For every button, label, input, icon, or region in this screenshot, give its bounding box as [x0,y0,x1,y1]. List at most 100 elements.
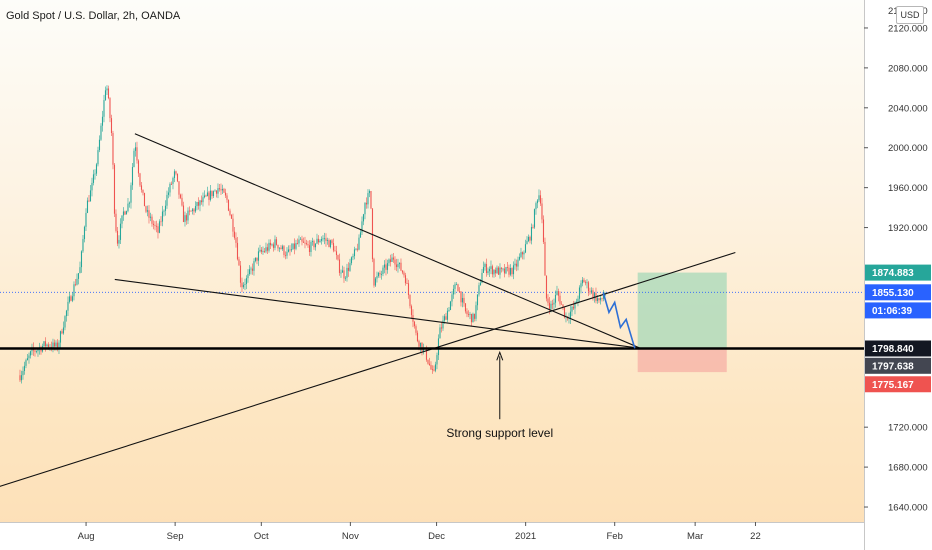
candle-body [578,287,581,299]
candle [101,110,104,132]
candle-body [409,294,411,307]
candle-body [521,252,524,255]
candle-body [238,259,240,266]
candle [82,234,84,253]
y-tick-label: 1640.000 [888,503,928,514]
candle-body [124,211,126,215]
candle-body [202,197,204,203]
candle-body [142,189,144,193]
price-tag[interactable] [865,284,931,301]
currency-badge[interactable]: USD [896,6,924,24]
candle [359,229,362,238]
price-tag[interactable] [865,264,931,281]
forecast-path[interactable] [602,292,636,349]
time-axis-panel[interactable] [0,522,864,550]
candle-body [349,263,351,271]
candle [137,159,140,177]
candle [334,245,336,252]
price-tag[interactable] [865,357,931,374]
candle-body [340,272,342,274]
wedge-lower-line[interactable] [114,278,641,349]
candle-body [80,251,83,268]
candle-body [446,310,449,320]
candle-body [101,116,104,126]
candle [197,197,200,210]
candle-body [505,267,507,274]
candle [214,189,216,192]
candle [436,352,438,370]
candle [203,190,206,199]
candle [118,235,120,249]
candle-body [256,257,258,261]
candle-body [35,351,38,353]
candle-body [185,215,188,221]
candle [475,301,477,322]
candle-body [515,263,518,267]
candle-body [194,206,197,212]
rising-trendline-line[interactable] [0,251,736,491]
candle [431,365,434,374]
candle-body [592,290,594,298]
candle-body [403,272,405,276]
price-tag[interactable] [865,340,931,357]
candle [143,192,146,207]
position-risk-zone[interactable] [637,348,727,373]
candle-body [569,311,572,319]
candle [260,247,263,255]
candle-body [526,241,528,245]
candle-body [205,195,207,197]
candle [391,253,393,263]
candle [145,205,147,214]
wedge-upper-line[interactable] [134,133,641,349]
candle [296,238,299,245]
candle [278,247,281,253]
candle-body [167,192,170,195]
candle [572,300,575,310]
candle [476,294,479,311]
candle [515,259,518,272]
candle [433,365,435,372]
candle-body [556,291,558,295]
candle-body [506,267,509,268]
candle [389,254,392,267]
candle-body [383,264,386,268]
candle-body [560,303,563,305]
candle-body [296,243,299,244]
candle-body [95,164,98,174]
candle [407,279,410,299]
candle [134,142,137,157]
candle-body [83,226,86,240]
candle [521,251,524,260]
candle-body [584,282,587,284]
candle-body [131,166,134,186]
candle [245,275,248,290]
annotation-arrow-head [496,350,504,361]
candle-body [500,267,503,269]
price-tag-label: 1797.638 [872,361,914,372]
candle-body [250,268,252,270]
candle-body [200,200,203,203]
position-reward-zone[interactable] [637,272,727,349]
candle-body [460,291,462,303]
candle [298,235,300,247]
candle-body [523,252,525,255]
candle-body [406,283,408,284]
candle [85,208,87,232]
y-tick-label: 1720.000 [888,423,928,434]
candle-body [439,327,441,339]
candle-body [70,296,72,301]
candle [400,258,402,272]
candle-body [152,223,155,225]
candle [577,295,579,307]
candle-body [425,347,428,360]
candle [502,267,504,272]
price-tag[interactable] [865,302,931,319]
candle-body [452,288,455,295]
candle [368,189,371,198]
price-tag[interactable] [865,376,931,393]
candle-body [277,244,279,249]
candle-body [598,298,600,301]
candle-body [316,238,318,244]
candle [293,238,296,255]
